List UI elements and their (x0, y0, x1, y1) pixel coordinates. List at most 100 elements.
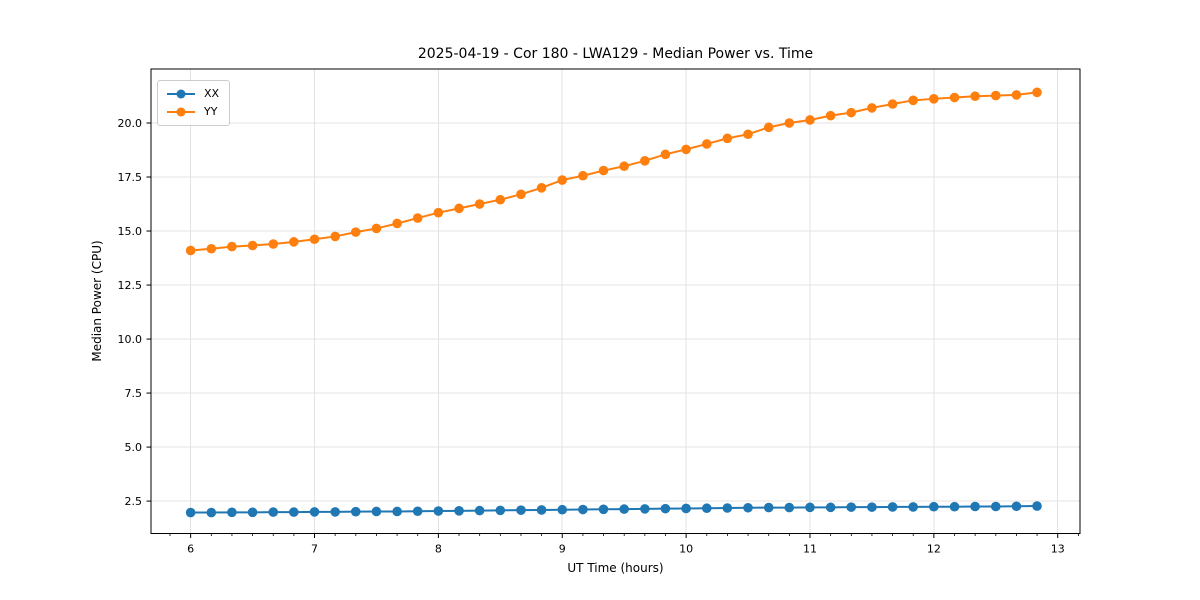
x-axis-label: UT Time (hours) (567, 561, 664, 575)
data-point-YY (743, 129, 753, 140)
data-point-YY (350, 227, 361, 237)
data-point-YY (681, 144, 691, 155)
data-point-XX (516, 505, 526, 515)
data-point-XX (495, 505, 506, 516)
y-tick-label: 7.5 (125, 387, 143, 400)
data-point-XX (929, 501, 939, 512)
x-tick-label: 10 (679, 543, 693, 556)
legend-label: XX (204, 87, 220, 100)
data-point-YY (185, 245, 196, 256)
data-point-YY (722, 133, 733, 144)
data-point-XX (640, 504, 650, 514)
y-axis-label: Median Power (CPU) (90, 240, 104, 362)
series-line-YY (189, 91, 1039, 252)
data-point-XX (825, 502, 836, 513)
data-point-YY (433, 207, 444, 218)
data-point-XX (227, 507, 237, 518)
data-point-YY (289, 237, 299, 247)
y-tick-label: 20.0 (118, 117, 143, 130)
data-point-XX (1011, 501, 1022, 512)
y-tick-label: 10.0 (118, 333, 143, 346)
data-point-YY (1032, 87, 1042, 98)
legend-line-marker-swatch (167, 107, 195, 117)
data-point-XX (949, 501, 960, 512)
data-point-YY (970, 91, 980, 102)
data-point-XX (681, 503, 691, 514)
data-point-YY (454, 203, 464, 214)
data-point-YY (474, 199, 485, 209)
data-point-XX (598, 504, 609, 515)
data-point-XX (846, 502, 857, 512)
data-point-YY (516, 189, 526, 200)
data-point-XX (350, 506, 361, 517)
data-point-YY (495, 194, 506, 205)
data-point-YY (557, 175, 568, 185)
data-point-XX (763, 502, 774, 513)
data-point-XX (371, 506, 382, 517)
data-point-YY (371, 223, 382, 234)
data-point-YY (598, 165, 609, 176)
data-point-YY (206, 243, 217, 254)
data-point-YY (619, 161, 629, 172)
data-point-XX (392, 506, 402, 517)
data-point-YY (825, 110, 836, 121)
data-point-XX (701, 503, 712, 514)
x-tick-label: 12 (927, 543, 941, 556)
data-point-XX (990, 501, 1001, 512)
data-point-XX (1032, 501, 1042, 511)
data-point-YY (908, 95, 918, 106)
data-point-YY (867, 103, 877, 113)
plot-frame (150, 68, 1081, 534)
data-point-XX (454, 506, 464, 516)
data-point-XX (743, 502, 753, 513)
data-point-YY (846, 107, 857, 118)
data-point-XX (412, 506, 423, 517)
y-tick-label: 17.5 (118, 171, 143, 184)
y-tick-label: 12.5 (118, 279, 143, 292)
data-point-XX (185, 507, 196, 518)
data-point-YY (660, 149, 671, 160)
data-point-XX (722, 503, 733, 513)
data-point-XX (309, 507, 320, 517)
data-point-YY (392, 218, 402, 229)
data-point-XX (433, 506, 444, 516)
data-point-YY (763, 122, 774, 133)
x-tick-label: 13 (1051, 543, 1065, 556)
data-point-XX (536, 505, 547, 515)
legend: XX YY (157, 80, 231, 126)
legend-entry-XX: XX (165, 85, 219, 103)
data-point-YY (784, 118, 795, 128)
x-tick-label: 11 (803, 543, 817, 556)
data-point-YY (949, 92, 960, 103)
data-point-XX (247, 507, 258, 518)
data-point-XX (908, 502, 918, 512)
data-point-XX (557, 504, 568, 515)
y-tick-label: 5.0 (125, 441, 143, 454)
x-tick-label: 8 (435, 543, 442, 556)
data-point-XX (268, 507, 279, 517)
data-point-XX (289, 507, 299, 517)
data-point-YY (247, 240, 258, 251)
data-point-YY (268, 239, 279, 249)
data-point-XX (784, 502, 795, 513)
y-tick-label: 15.0 (118, 225, 143, 238)
x-tick-label: 7 (311, 543, 318, 556)
legend-entry-YY: YY (165, 103, 219, 121)
data-point-XX (887, 502, 898, 512)
data-point-XX (970, 501, 980, 512)
data-point-YY (412, 213, 423, 223)
data-point-YY (701, 139, 712, 149)
data-point-YY (330, 231, 340, 242)
data-point-XX (805, 502, 815, 513)
data-point-YY (805, 115, 815, 125)
data-point-YY (1011, 90, 1022, 100)
data-point-XX (330, 507, 340, 517)
data-point-XX (474, 505, 485, 516)
data-point-YY (227, 241, 237, 252)
data-point-YY (536, 183, 547, 193)
data-point-YY (309, 234, 320, 245)
data-point-YY (887, 99, 898, 109)
y-tick-label: 2.5 (125, 495, 143, 508)
